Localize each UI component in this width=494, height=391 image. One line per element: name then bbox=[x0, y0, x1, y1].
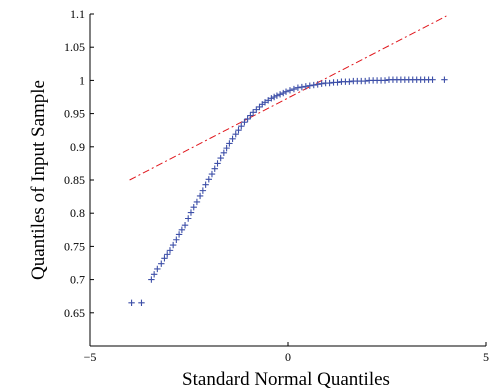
data-point bbox=[154, 265, 161, 273]
data-point bbox=[280, 89, 287, 97]
data-point bbox=[235, 127, 242, 134]
y-tick-label: 1.05 bbox=[64, 40, 85, 54]
data-point bbox=[138, 299, 145, 307]
data-point bbox=[199, 187, 207, 194]
data-point bbox=[290, 85, 298, 93]
data-point bbox=[220, 149, 228, 156]
y-tick-label: 0.95 bbox=[64, 107, 85, 121]
data-point bbox=[205, 176, 212, 183]
data-point bbox=[268, 95, 275, 102]
data-point bbox=[164, 251, 171, 258]
data-point bbox=[381, 77, 389, 84]
labels: 0.65 0.7 0.75 0.8 0.85 0.9 0.95 1 1.05 1.1 −5 0 5 Sta… bbox=[28, 7, 489, 390]
data-point bbox=[148, 276, 155, 283]
data-point bbox=[193, 198, 201, 206]
data-point bbox=[217, 154, 224, 162]
data-point bbox=[441, 76, 448, 83]
y-tick-label: 0.85 bbox=[64, 173, 85, 187]
data-point bbox=[310, 81, 317, 89]
data-point bbox=[429, 76, 436, 83]
data-point bbox=[326, 79, 333, 87]
data-point bbox=[244, 115, 251, 123]
data-point bbox=[241, 119, 248, 126]
y-tick-label: 0.9 bbox=[70, 140, 85, 154]
data-point bbox=[306, 82, 313, 89]
data-point bbox=[238, 123, 245, 130]
data-point bbox=[161, 255, 168, 262]
data-point bbox=[128, 299, 135, 307]
data-point bbox=[276, 91, 284, 98]
x-tick-label: 5 bbox=[483, 350, 489, 364]
y-axis-title: Quantiles of Input Sample bbox=[28, 80, 49, 280]
data-point bbox=[208, 170, 216, 178]
data-point bbox=[318, 80, 325, 87]
data-points bbox=[128, 76, 448, 307]
y-tick-label: 0.8 bbox=[70, 206, 85, 220]
data-point bbox=[314, 81, 321, 88]
x-tick-label: 0 bbox=[285, 350, 291, 364]
axes bbox=[89, 13, 487, 347]
data-point bbox=[181, 221, 189, 229]
data-point bbox=[334, 79, 341, 86]
data-point bbox=[150, 271, 158, 278]
data-point bbox=[211, 165, 218, 172]
data-point bbox=[346, 78, 353, 85]
y-tick-label: 1 bbox=[79, 73, 85, 87]
data-point bbox=[294, 84, 302, 91]
data-point bbox=[286, 87, 294, 94]
data-point bbox=[173, 236, 180, 243]
data-point bbox=[362, 77, 369, 85]
data-point bbox=[169, 241, 177, 249]
data-point bbox=[229, 135, 236, 143]
y-tick-label: 1.1 bbox=[70, 7, 85, 21]
data-point bbox=[158, 260, 165, 267]
data-point bbox=[273, 92, 281, 99]
y-tick-label: 0.7 bbox=[70, 273, 85, 287]
reference-line-group bbox=[129, 15, 447, 181]
data-point bbox=[202, 181, 209, 188]
y-tick-label: 0.75 bbox=[64, 239, 85, 253]
data-point bbox=[175, 231, 183, 238]
data-point bbox=[226, 140, 233, 147]
data-point bbox=[187, 209, 195, 216]
data-point bbox=[214, 160, 221, 167]
x-axis-title: Standard Normal Quantiles bbox=[182, 369, 390, 390]
data-point bbox=[196, 192, 204, 200]
data-point bbox=[298, 83, 306, 91]
data-point bbox=[247, 112, 254, 119]
data-point bbox=[166, 247, 174, 254]
data-point bbox=[282, 88, 290, 95]
data-point bbox=[185, 215, 192, 222]
y-tick-label: 0.65 bbox=[64, 306, 85, 320]
data-point bbox=[178, 226, 186, 233]
data-point bbox=[270, 93, 278, 101]
data-point bbox=[232, 130, 239, 138]
reference-line bbox=[129, 15, 447, 181]
data-point bbox=[302, 83, 310, 90]
data-point bbox=[223, 144, 230, 152]
data-point bbox=[190, 204, 197, 211]
x-tick-label: −5 bbox=[84, 350, 97, 364]
